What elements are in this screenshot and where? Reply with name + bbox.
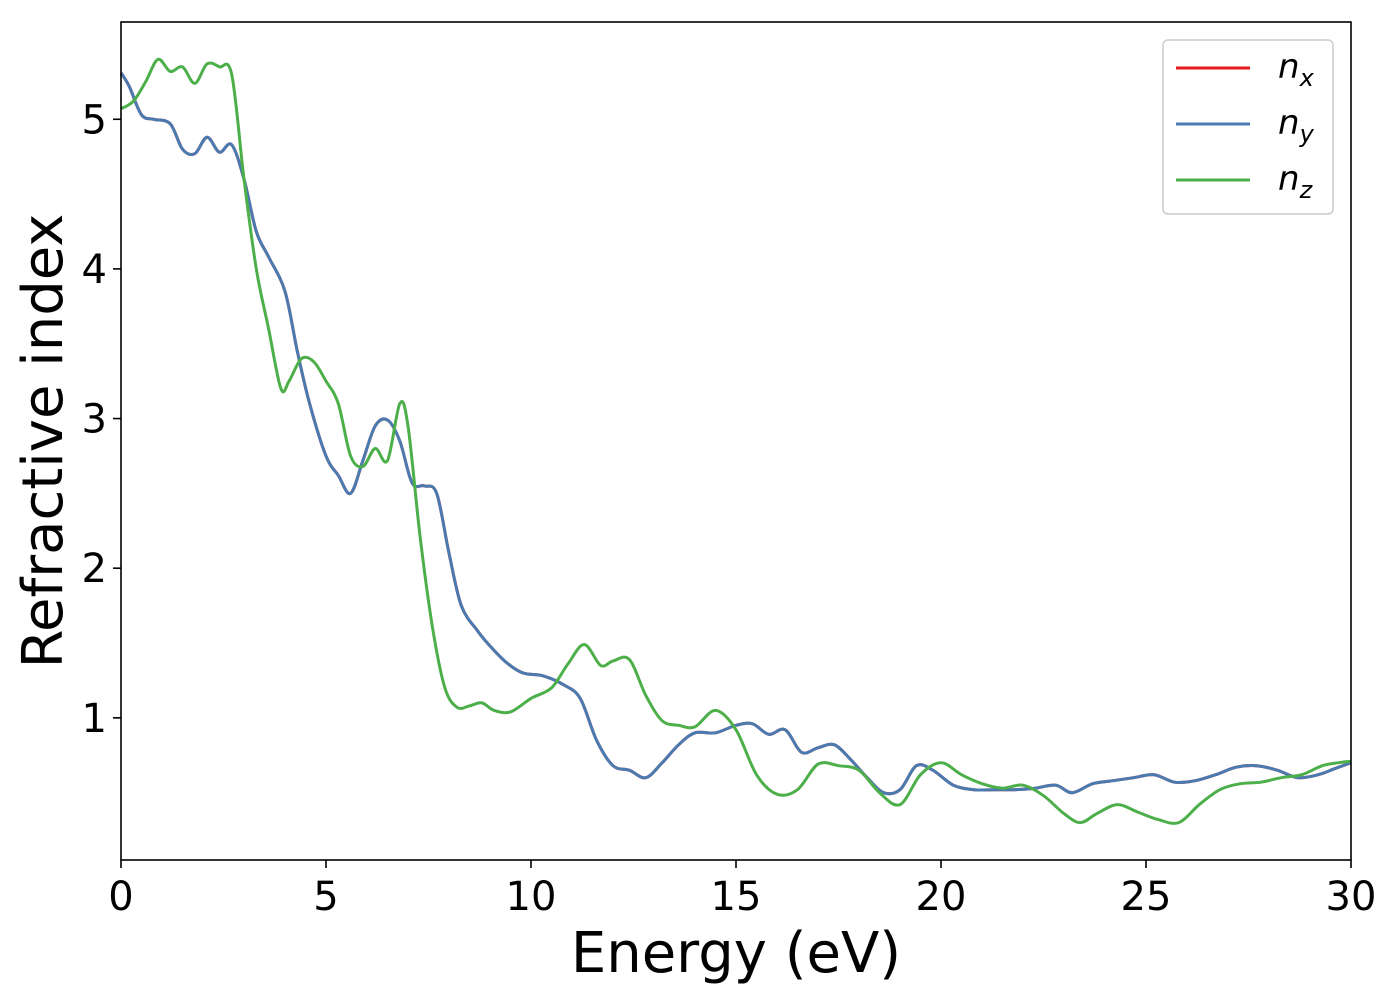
y-tick-label: 3	[82, 397, 107, 443]
x-axis-label: Energy (eV)	[571, 921, 901, 986]
legend-label-y: ny	[1278, 103, 1315, 148]
series-line-y	[119, 72, 1352, 796]
x-tick-label: 15	[711, 874, 762, 920]
x-tick-label: 10	[506, 874, 557, 920]
x-tick-label: 5	[313, 874, 338, 920]
y-tick-label: 2	[82, 546, 107, 592]
x-axis: 0 5 10 15 20 25 30	[108, 860, 1376, 920]
x-tick-label: 30	[1326, 874, 1377, 920]
legend: nx ny nz	[1162, 39, 1334, 215]
legend-box	[1162, 39, 1334, 215]
y-axis: 1 2 3 4 5	[82, 97, 121, 742]
x-tick-label: 20	[916, 874, 967, 920]
legend-label-z: nz	[1278, 159, 1314, 204]
y-tick-label: 1	[82, 696, 107, 742]
series-layer	[119, 57, 1352, 825]
x-tick-label: 25	[1121, 874, 1172, 920]
y-axis-label: Refractive index	[11, 214, 76, 669]
series-line-z	[120, 57, 1352, 825]
legend-label-x: nx	[1278, 47, 1315, 92]
x-tick-label: 0	[108, 874, 133, 920]
y-tick-label: 5	[82, 97, 107, 143]
y-tick-label: 4	[82, 247, 107, 293]
